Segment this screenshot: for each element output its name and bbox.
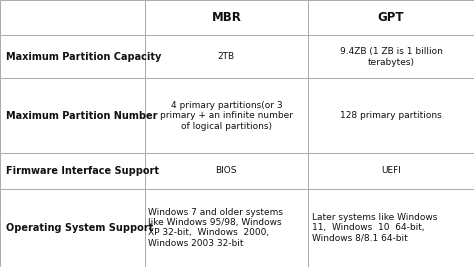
Bar (308, 36, 474, 78)
Bar (145, 153, 308, 189)
Bar (0, 0, 145, 36)
Text: 128 primary partitions: 128 primary partitions (340, 111, 442, 120)
Bar (0, 36, 145, 78)
Text: Windows 7 and older systems
like Windows 95/98, Windows
XP 32-bit,  Windows  200: Windows 7 and older systems like Windows… (148, 208, 283, 248)
Text: MBR: MBR (211, 11, 241, 24)
Bar (308, 189, 474, 267)
Text: Firmware Interface Support: Firmware Interface Support (6, 166, 159, 176)
Text: Maximum Partition Capacity: Maximum Partition Capacity (6, 52, 161, 62)
Bar (145, 0, 308, 36)
Bar (0, 153, 145, 189)
Text: Operating System Support: Operating System Support (6, 223, 153, 233)
Text: GPT: GPT (378, 11, 404, 24)
Text: Maximum Partition Number: Maximum Partition Number (6, 111, 157, 121)
Text: 9.4ZB (1 ZB is 1 billion
terabytes): 9.4ZB (1 ZB is 1 billion terabytes) (339, 47, 443, 67)
Bar (0, 189, 145, 267)
Bar (145, 78, 308, 153)
Text: BIOS: BIOS (216, 166, 237, 175)
Bar (308, 153, 474, 189)
Bar (145, 189, 308, 267)
Bar (145, 36, 308, 78)
Bar (308, 0, 474, 36)
Text: 2TB: 2TB (218, 52, 235, 61)
Text: Later systems like Windows
11,  Windows  10  64-bit,
Windows 8/8.1 64-bit: Later systems like Windows 11, Windows 1… (312, 213, 438, 243)
Text: UEFI: UEFI (381, 166, 401, 175)
Bar (0, 78, 145, 153)
Bar (308, 78, 474, 153)
Text: 4 primary partitions(or 3
primary + an infinite number
of logical partitions): 4 primary partitions(or 3 primary + an i… (160, 101, 293, 131)
